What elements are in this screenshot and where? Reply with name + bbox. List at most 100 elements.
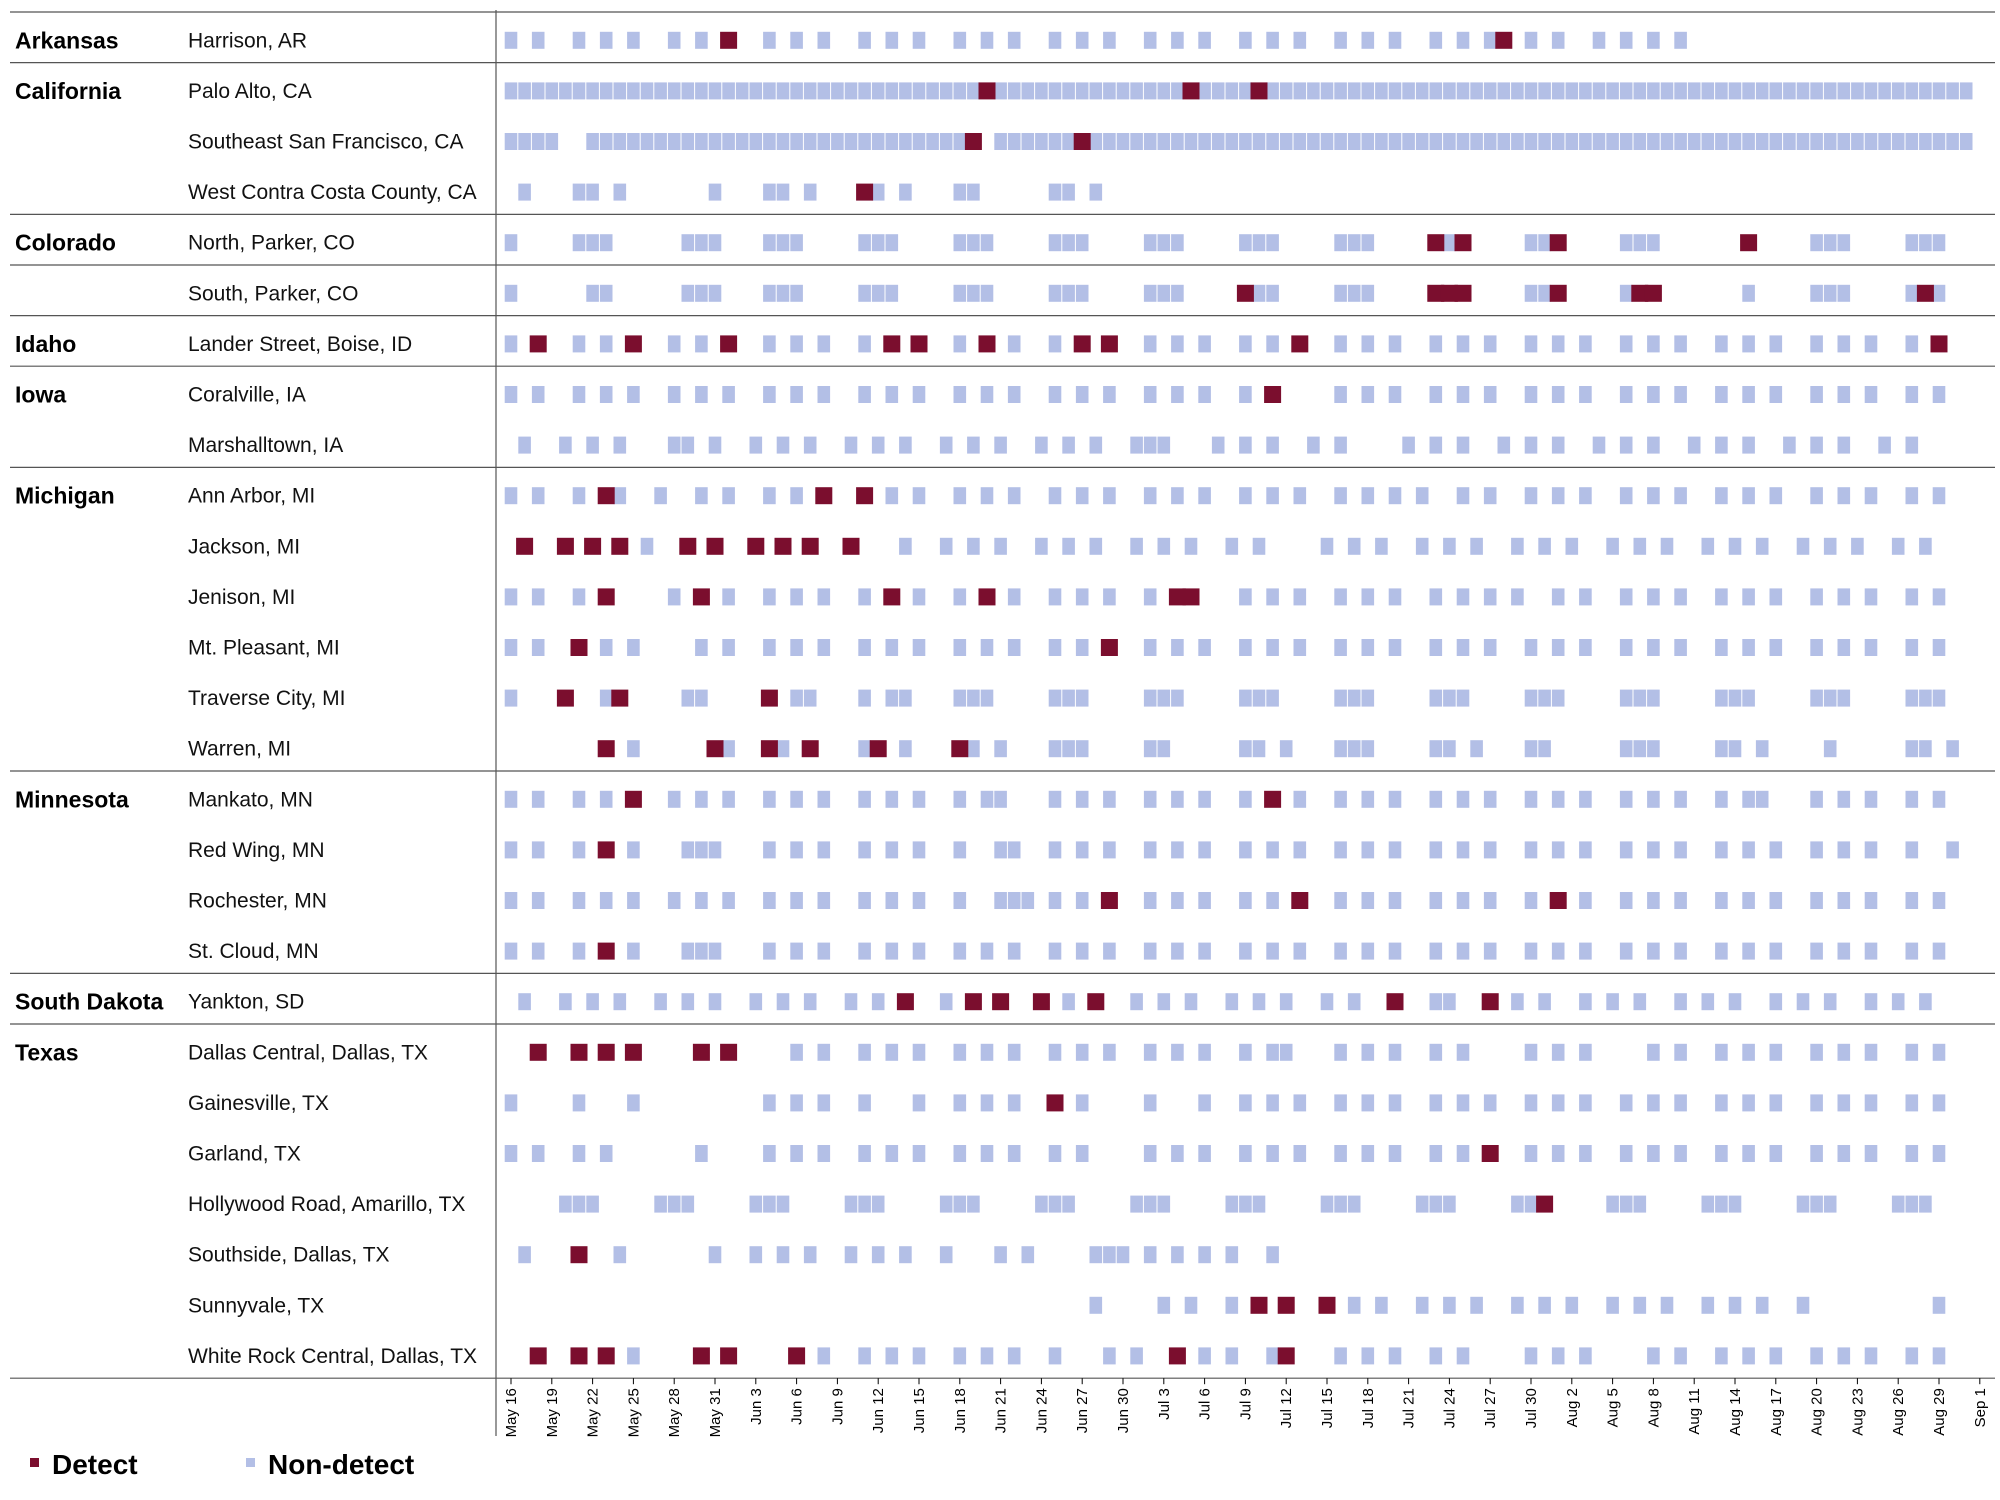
nondetect-mark <box>1361 234 1375 252</box>
nondetect-mark <box>912 1145 926 1162</box>
nondetect-mark <box>599 82 613 100</box>
state-label: Arkansas <box>15 27 119 53</box>
nondetect-mark <box>1851 82 1864 100</box>
nondetect-mark <box>926 133 939 150</box>
nondetect-mark <box>1769 335 1783 353</box>
nondetect-mark <box>1524 1094 1538 1112</box>
nondetect-mark <box>885 790 899 808</box>
x-tick-label: Aug 20 <box>1809 1388 1826 1436</box>
nondetect-mark <box>885 1347 899 1365</box>
nondetect-mark <box>1579 1145 1592 1162</box>
nondetect-mark <box>1007 639 1021 656</box>
nondetect-mark <box>1919 689 1932 707</box>
nondetect-mark <box>1334 740 1347 758</box>
nondetect-mark <box>899 689 912 707</box>
detect-mark <box>1536 1195 1554 1213</box>
nondetect-mark <box>695 133 708 150</box>
nondetect-mark <box>1660 133 1674 150</box>
nondetect-mark <box>1334 1145 1347 1162</box>
nondetect-mark <box>1225 1246 1239 1264</box>
nondetect-mark <box>518 183 531 201</box>
detect-mark <box>1427 234 1445 252</box>
nondetect-mark <box>1456 1094 1470 1112</box>
nondetect-mark <box>1565 1296 1579 1314</box>
nondetect-mark <box>871 1246 885 1264</box>
nondetect-mark <box>1715 1094 1728 1112</box>
nondetect-mark <box>1334 689 1347 707</box>
nondetect-mark <box>1810 82 1823 100</box>
nondetect-mark <box>1932 133 1946 150</box>
nondetect-mark <box>1551 386 1565 403</box>
site-label: North, Parker, CO <box>188 232 355 255</box>
nondetect-mark <box>1606 82 1619 100</box>
nondetect-mark <box>1443 993 1456 1011</box>
nondetect-mark <box>708 183 722 201</box>
site-label: West Contra Costa County, CA <box>188 181 477 204</box>
nondetect-mark <box>994 841 1007 859</box>
nondetect-mark <box>1143 689 1157 707</box>
nondetect-mark <box>1660 537 1674 555</box>
nondetect-mark <box>1538 234 1551 252</box>
nondetect-mark <box>912 1094 926 1112</box>
nondetect-mark <box>1606 1296 1619 1314</box>
nondetect-mark <box>1388 487 1402 505</box>
nondetect-mark <box>1143 1145 1157 1162</box>
nondetect-mark <box>1103 942 1116 960</box>
nondetect-mark <box>1157 436 1171 454</box>
x-tick-label: Jun 21 <box>993 1388 1010 1433</box>
nondetect-mark <box>790 942 803 960</box>
nondetect-mark <box>858 31 871 49</box>
nondetect-mark <box>1443 234 1456 252</box>
nondetect-mark <box>1524 335 1538 353</box>
nondetect-mark <box>1837 335 1851 353</box>
nondetect-mark <box>627 31 640 49</box>
nondetect-mark <box>776 1195 790 1213</box>
nondetect-mark <box>572 183 586 201</box>
nondetect-mark <box>1347 537 1361 555</box>
nondetect-mark <box>1524 740 1538 758</box>
nondetect-mark <box>1728 133 1742 150</box>
site-label: Yankton, SD <box>188 991 304 1014</box>
nondetect-mark <box>531 31 545 49</box>
nondetect-mark <box>967 284 980 302</box>
nondetect-mark <box>1225 1347 1239 1365</box>
nondetect-mark <box>1429 436 1443 454</box>
detect-mark <box>570 1246 588 1264</box>
nondetect-mark <box>1919 1195 1932 1213</box>
nondetect-mark <box>763 234 776 252</box>
nondetect-mark <box>1198 1043 1211 1061</box>
nondetect-mark <box>1075 1094 1089 1112</box>
detect-mark <box>869 740 887 758</box>
nondetect-mark <box>1647 841 1660 859</box>
nondetect-mark <box>722 639 735 656</box>
nondetect-mark <box>1946 133 1959 150</box>
nondetect-mark <box>1334 284 1347 302</box>
nondetect-mark <box>871 284 885 302</box>
nondetect-mark <box>1660 82 1674 100</box>
nondetect-mark <box>1905 133 1919 150</box>
nondetect-mark <box>518 436 531 454</box>
nondetect-mark <box>1266 892 1279 909</box>
state-label: Minnesota <box>15 786 129 812</box>
nondetect-mark <box>1674 588 1687 606</box>
nondetect-mark <box>627 133 640 150</box>
nondetect-mark <box>627 639 640 656</box>
nondetect-mark <box>1266 335 1279 353</box>
nondetect-mark <box>1035 82 1048 100</box>
x-tick-label: May 22 <box>585 1388 602 1437</box>
nondetect-mark <box>1864 487 1878 505</box>
nondetect-mark <box>953 588 967 606</box>
nondetect-mark <box>681 942 695 960</box>
nondetect-mark <box>1769 1145 1783 1162</box>
nondetect-mark <box>1511 537 1524 555</box>
nondetect-mark <box>1171 234 1184 252</box>
nondetect-mark <box>1579 1347 1592 1365</box>
nondetect-mark <box>667 436 681 454</box>
nondetect-mark <box>1415 537 1429 555</box>
nondetect-mark <box>1647 82 1660 100</box>
nondetect-mark <box>1143 639 1157 656</box>
nondetect-mark <box>1225 133 1239 150</box>
nondetect-mark <box>1143 335 1157 353</box>
nondetect-mark <box>1769 993 1783 1011</box>
nondetect-mark <box>1198 1145 1211 1162</box>
